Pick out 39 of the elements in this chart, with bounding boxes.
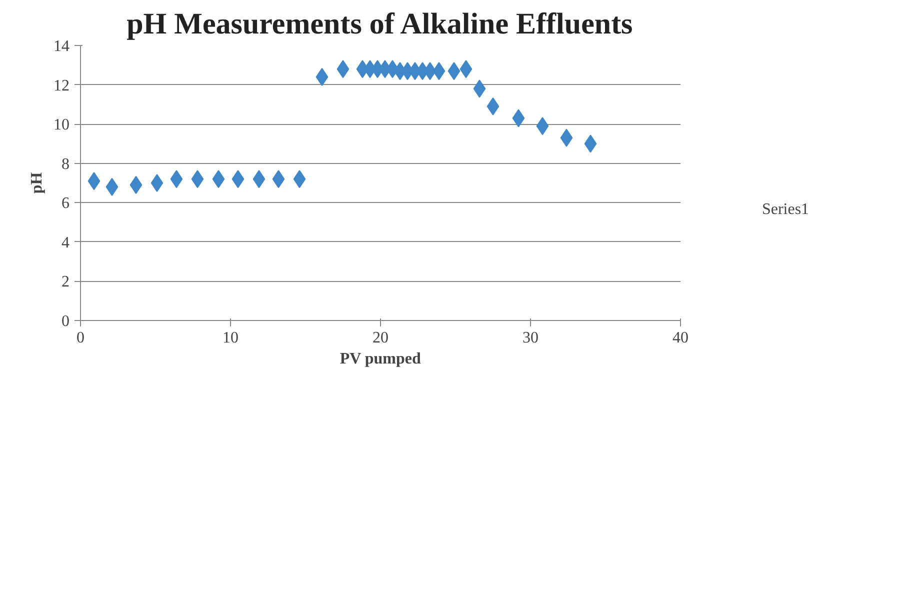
point: [316, 68, 328, 86]
y-tick-label: 10: [54, 116, 70, 134]
point: [336, 60, 350, 78]
point: [473, 80, 486, 98]
x-tick-label: 40: [672, 330, 688, 346]
point: [584, 134, 597, 153]
y-tick-label: 14: [54, 38, 70, 55]
y-tick-label: 8: [62, 156, 70, 173]
point: [536, 117, 549, 136]
y-tick-label: 6: [62, 195, 70, 212]
y-tick-label: 0: [62, 313, 70, 330]
point: [512, 109, 525, 128]
point: [293, 170, 306, 188]
point: [130, 176, 142, 194]
point: [170, 170, 183, 188]
y-axis-title: pH: [28, 172, 46, 194]
x-tick-label: 20: [372, 330, 388, 346]
x-tick-label: 30: [522, 330, 538, 346]
point: [106, 178, 118, 196]
point: [88, 172, 100, 190]
text: Series1: [762, 201, 810, 219]
point: [460, 60, 472, 78]
y-tick-label: 4: [62, 234, 70, 252]
point: [232, 170, 244, 188]
chart-title: pH Measurements of Alkaline Effluents: [126, 8, 633, 40]
point: [486, 97, 500, 116]
point: [560, 128, 573, 147]
y-tick-label: 2: [62, 274, 70, 291]
point: [432, 62, 446, 80]
x-tick-label: 0: [76, 330, 84, 346]
point: [272, 170, 285, 188]
point: [150, 174, 164, 192]
point: [252, 170, 266, 188]
point: [212, 170, 225, 188]
x-tick-label: 10: [222, 330, 238, 346]
x-axis-title: PV pumped: [340, 350, 421, 368]
y-tick-label: 12: [54, 77, 70, 94]
point: [448, 62, 460, 80]
point: [191, 170, 204, 188]
